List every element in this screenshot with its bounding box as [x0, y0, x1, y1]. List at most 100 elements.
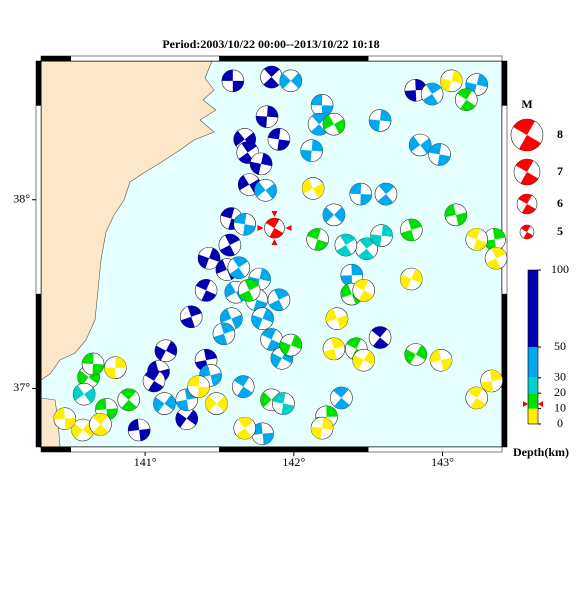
- event: [480, 369, 503, 393]
- ball-quadrants: [307, 228, 329, 251]
- event: [260, 328, 283, 351]
- ball-quadrants: [73, 385, 96, 404]
- ball-quadrants: [311, 417, 334, 440]
- event: [300, 139, 323, 162]
- event: [404, 343, 428, 366]
- event: [483, 228, 506, 251]
- ball-quadrants: [400, 218, 422, 241]
- ball-quadrants: [272, 392, 295, 415]
- ball-quadrants: [199, 364, 222, 386]
- event: [352, 279, 376, 302]
- event: [306, 228, 329, 251]
- magnitude-symbol: [516, 193, 538, 215]
- ball-quadrants: [371, 326, 389, 349]
- event: [349, 182, 373, 206]
- ball-quadrants: [409, 136, 432, 154]
- frame-bar: [70, 55, 220, 62]
- event: [227, 256, 251, 279]
- depth-band: [528, 270, 538, 347]
- event: [267, 288, 291, 312]
- event: [153, 392, 176, 415]
- event: [408, 133, 432, 157]
- event: [330, 386, 353, 410]
- ball-quadrants: [256, 105, 279, 128]
- event: [368, 109, 392, 132]
- magnitude-label: 7: [557, 164, 563, 178]
- depth-marker: [538, 400, 543, 407]
- event: [428, 143, 451, 166]
- ball-quadrants: [310, 113, 328, 136]
- event: [322, 112, 346, 136]
- magnitude-label: 8: [557, 127, 563, 141]
- depth-band: [528, 347, 538, 378]
- magnitude-label: 5: [557, 224, 563, 238]
- ball-quadrants: [261, 328, 282, 351]
- event: [127, 418, 151, 442]
- event: [368, 326, 392, 349]
- ball-quadrants: [353, 279, 374, 302]
- ball-quadrants: [444, 204, 467, 226]
- event: [465, 228, 489, 251]
- event: [117, 388, 141, 412]
- event: [399, 218, 423, 242]
- ball-quadrants: [195, 349, 217, 372]
- event: [194, 348, 218, 372]
- map-frame: 141° 142° 143° 37° 38°: [13, 55, 508, 469]
- ball-quadrants: [254, 181, 277, 199]
- frame-bar: [219, 446, 369, 453]
- event: [251, 422, 274, 446]
- event: [334, 233, 358, 257]
- highlight-arrow: [271, 211, 278, 218]
- ball-quadrants: [457, 88, 476, 111]
- depth-tick-label: 20: [554, 385, 566, 399]
- ball-quadrants: [82, 352, 105, 375]
- ball-quadrants: [180, 305, 202, 328]
- event: [231, 375, 255, 398]
- ball-quadrants: [333, 386, 350, 409]
- ball-quadrants: [268, 128, 290, 151]
- ball-quadrants: [238, 141, 257, 164]
- ball-quadrants: [311, 94, 334, 117]
- ball-quadrants: [144, 369, 164, 392]
- event: [374, 182, 398, 206]
- frame-bar: [40, 446, 71, 453]
- ball-quadrants: [250, 153, 273, 175]
- ball-quadrants: [175, 409, 198, 428]
- event: [254, 178, 277, 202]
- event: [355, 237, 378, 261]
- ball-quadrants: [234, 375, 253, 398]
- depth-tick-label: 100: [551, 262, 569, 276]
- frame-bar: [70, 446, 220, 453]
- ball-quadrants: [279, 334, 302, 356]
- depth-label: Depth(km): [513, 445, 569, 459]
- x-tick-label: 143°: [431, 455, 454, 469]
- ball-quadrants: [120, 388, 137, 411]
- event: [221, 69, 245, 93]
- ball-quadrants: [358, 237, 376, 260]
- ball-quadrants: [300, 139, 323, 162]
- x-tick-label: 141°: [134, 455, 157, 469]
- depth-band: [528, 393, 538, 409]
- event: [301, 177, 325, 200]
- ball-quadrants: [520, 225, 534, 239]
- highlight-arrow: [257, 225, 264, 232]
- event: [218, 233, 242, 257]
- event: [72, 382, 96, 406]
- ball-quadrants: [53, 407, 76, 430]
- ball-quadrants: [323, 337, 345, 360]
- event: [279, 69, 303, 93]
- event: [179, 305, 203, 329]
- ball-quadrants: [213, 322, 235, 345]
- frame-bar: [501, 60, 508, 106]
- ball-quadrants: [187, 375, 210, 398]
- ball-quadrants: [265, 218, 284, 239]
- highlight-arrow: [271, 239, 278, 246]
- y-tick-label: 38°: [13, 191, 30, 205]
- y-tick-label: 37°: [13, 380, 30, 394]
- depth-marker: [523, 400, 528, 407]
- ball-quadrants: [336, 234, 356, 257]
- ball-quadrants: [515, 159, 539, 185]
- ball-quadrants: [352, 350, 375, 370]
- ball-quadrants: [349, 183, 372, 206]
